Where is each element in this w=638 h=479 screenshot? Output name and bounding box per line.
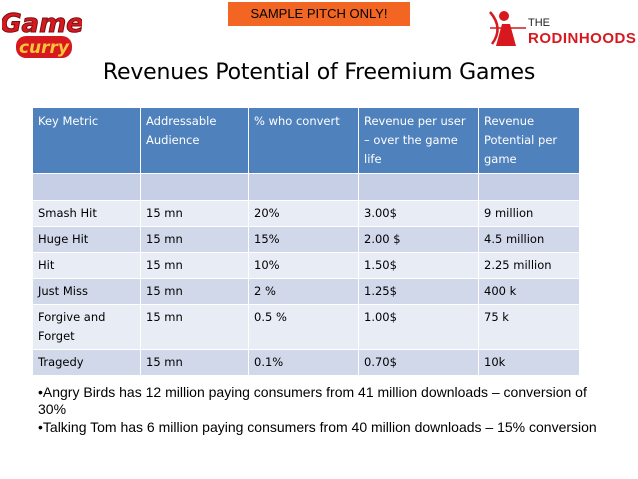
table-cell: 1.50$ <box>359 252 479 278</box>
table-cell: 400 k <box>479 278 579 304</box>
table-row: Tragedy 15 mn 0.1% 0.70$ 10k <box>33 349 579 375</box>
table-cell: 2.00 $ <box>359 226 479 252</box>
game-curry-logo-word-1: Game <box>2 9 82 39</box>
table-cell: 15 mn <box>141 349 249 375</box>
table-cell: 15% <box>249 226 359 252</box>
table-cell: 2.25 million <box>479 252 579 278</box>
table-row: Smash Hit 15 mn 20% 3.00$ 9 million <box>33 200 579 226</box>
rodinhoods-logo-prefix: THE <box>528 17 550 29</box>
rodinhoods-logo-name: RODINHOODS <box>528 30 636 47</box>
table-cell: Forgive and Forget <box>33 304 141 349</box>
sample-pitch-badge: SAMPLE PITCH ONLY! <box>228 2 410 26</box>
note-angry-birds: •Angry Birds has 12 million paying consu… <box>38 384 587 417</box>
note-talking-tom: •Talking Tom has 6 million paying consum… <box>38 419 597 435</box>
table-cell: Tragedy <box>33 349 141 375</box>
table-cell <box>359 173 479 200</box>
logo-badge-shape <box>16 36 72 58</box>
table-cell <box>141 173 249 200</box>
table-cell: 10% <box>249 252 359 278</box>
table-cell <box>479 173 579 200</box>
table-cell: 15 mn <box>141 252 249 278</box>
table-cell: Huge Hit <box>33 226 141 252</box>
table-cell: 3.00$ <box>359 200 479 226</box>
revenue-table: Key Metric Addressable Audience % who co… <box>33 108 579 375</box>
table-cell: 75 k <box>479 304 579 349</box>
archer-icon <box>489 11 526 46</box>
table-row-blank <box>33 173 579 200</box>
table-cell: Just Miss <box>33 278 141 304</box>
table-row: Hit 15 mn 10% 1.50$ 2.25 million <box>33 252 579 278</box>
table-cell: Hit <box>33 252 141 278</box>
slide-title: Revenues Potential of Freemium Games <box>102 60 536 85</box>
column-header-revenue-potential: Revenue Potential per game <box>479 108 579 173</box>
column-header-audience: Addressable Audience <box>141 108 249 173</box>
table-cell: 15 mn <box>141 278 249 304</box>
game-curry-logo-word-2: curry <box>19 38 70 58</box>
table-cell: 1.25$ <box>359 278 479 304</box>
table-cell: 15 mn <box>141 304 249 349</box>
table-row: Forgive and Forget 15 mn 0.5 % 1.00$ 75 … <box>33 304 579 349</box>
table-cell: 15 mn <box>141 226 249 252</box>
table-row: Huge Hit 15 mn 15% 2.00 $ 4.5 million <box>33 226 579 252</box>
table-cell: 10k <box>479 349 579 375</box>
table-cell: 15 mn <box>141 200 249 226</box>
table-cell: 20% <box>249 200 359 226</box>
table-cell: 0.70$ <box>359 349 479 375</box>
table-cell: Smash Hit <box>33 200 141 226</box>
rodinhoods-logo: THE RODINHOODS <box>489 11 636 47</box>
table-cell: 9 million <box>479 200 579 226</box>
table-cell: 4.5 million <box>479 226 579 252</box>
table-row: Just Miss 15 mn 2 % 1.25$ 400 k <box>33 278 579 304</box>
table-header-row: Key Metric Addressable Audience % who co… <box>33 108 579 173</box>
table-cell: 1.00$ <box>359 304 479 349</box>
table-cell: 0.5 % <box>249 304 359 349</box>
notes-section: •Angry Birds has 12 million paying consu… <box>38 384 608 437</box>
column-header-revenue-per-user: Revenue per user – over the game life <box>359 108 479 173</box>
column-header-key-metric: Key Metric <box>33 108 141 173</box>
table-cell: 0.1% <box>249 349 359 375</box>
column-header-convert: % who convert <box>249 108 359 173</box>
game-curry-logo: Game curry <box>2 9 82 58</box>
table-cell <box>33 173 141 200</box>
table-cell <box>249 173 359 200</box>
table-cell: 2 % <box>249 278 359 304</box>
